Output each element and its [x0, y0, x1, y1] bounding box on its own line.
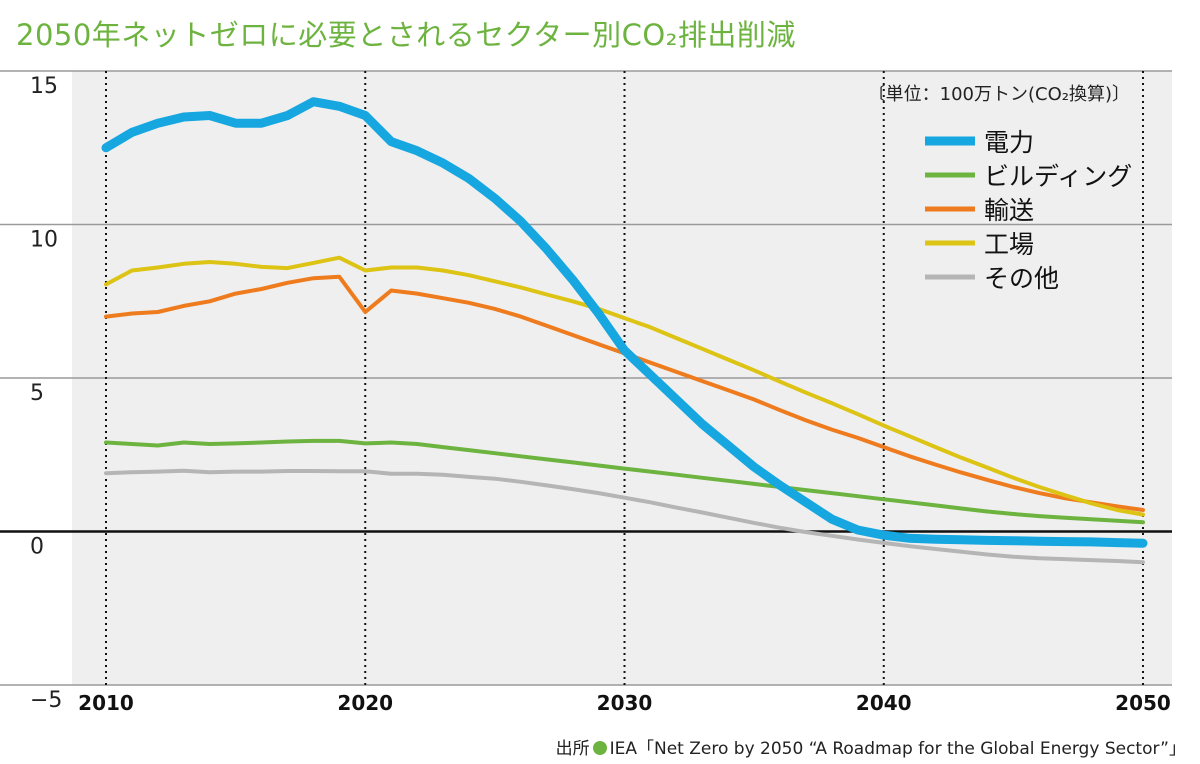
- y-tick-label: 15: [30, 74, 58, 99]
- chart-title: 2050年ネットゼロに必要とされるセクター別CO₂排出削減: [16, 18, 796, 52]
- x-tick-label: 2020: [337, 691, 393, 715]
- legend-label: その他: [984, 264, 1059, 293]
- bullet-icon: [592, 741, 607, 755]
- source-text: IEA「Net Zero by 2050 “A Roadmap for the …: [609, 739, 1186, 759]
- x-tick-label: 2010: [78, 691, 134, 715]
- source-note: 出所 IEA「Net Zero by 2050 “A Roadmap for th…: [556, 734, 1186, 759]
- y-tick-label: −5: [30, 688, 62, 713]
- series-line-3: [104, 255, 1145, 517]
- legend-label: ビルディング: [984, 162, 1132, 191]
- legend-label: 輸送: [984, 196, 1034, 225]
- x-tick-label: 2050: [1115, 691, 1171, 715]
- legend-label: 工場: [984, 230, 1034, 259]
- x-tick-label: 2040: [856, 691, 912, 715]
- unit-note: 〔単位：100万トン(CO₂換算)〕: [868, 84, 1130, 105]
- legend-label: 電力: [984, 128, 1034, 157]
- source-label: 出所: [555, 739, 590, 759]
- series-line-0: [101, 97, 1148, 548]
- y-tick-label: 5: [30, 381, 44, 406]
- series-line-4: [104, 468, 1145, 565]
- y-tick-label: 10: [30, 228, 58, 253]
- series-line-1: [104, 438, 1145, 525]
- y-tick-label: 0: [30, 535, 44, 560]
- x-tick-label: 2030: [597, 691, 653, 715]
